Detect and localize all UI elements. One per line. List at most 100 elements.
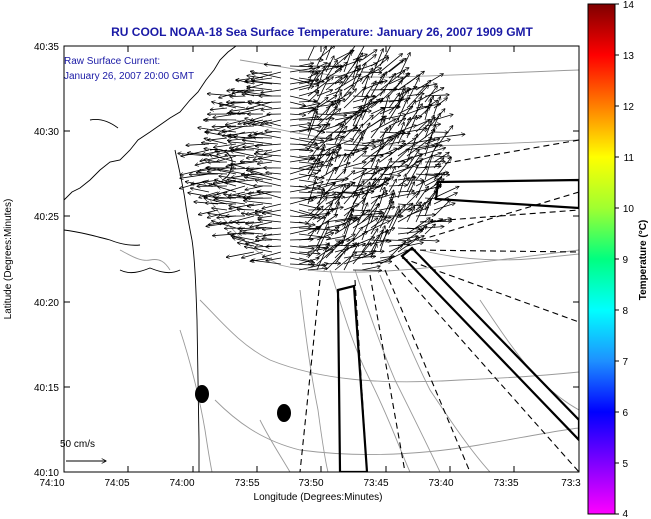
current-vector [325, 251, 345, 271]
current-vector [316, 137, 343, 145]
current-vector [424, 129, 434, 157]
current-vector [307, 124, 325, 151]
current-vector [214, 143, 237, 147]
current-vector [361, 90, 385, 109]
coastline [64, 46, 237, 472]
coverage-mask-polygons [336, 178, 579, 472]
y-axis-tick-labels: 40:35 40:30 40:25 40:20 40:15 40:10 [34, 42, 59, 479]
current-vector [222, 131, 237, 132]
x-tick-label: 73:50 [298, 478, 323, 489]
current-vector [352, 217, 370, 229]
current-vector [249, 170, 264, 175]
current-vector [352, 167, 378, 181]
current-vector [397, 237, 420, 253]
current-vector [307, 197, 327, 217]
current-vector [256, 150, 273, 152]
current-vector [307, 147, 318, 163]
current-vector [228, 197, 246, 198]
current-vector [262, 239, 282, 241]
current-vector [298, 209, 325, 218]
current-vector [219, 176, 246, 181]
current-vector [379, 250, 408, 265]
current-vector [264, 121, 282, 127]
y-tick-label: 40:25 [34, 212, 59, 223]
current-vector [316, 96, 337, 109]
current-vector [266, 257, 282, 261]
current-vector [361, 50, 377, 61]
current-vector [361, 146, 384, 163]
current-vector [316, 233, 334, 241]
current-vector [225, 119, 246, 125]
current-vector [316, 100, 336, 121]
current-vector [361, 218, 378, 229]
current-vector [245, 177, 264, 181]
current-vector [307, 71, 321, 79]
current-vector [352, 63, 366, 91]
current-vector [424, 95, 449, 96]
current-vector [352, 185, 376, 193]
colorbar-tick-label: 9 [622, 255, 628, 266]
current-vector [289, 114, 306, 115]
current-vector [388, 241, 406, 259]
current-vector [224, 179, 255, 183]
current-vector [258, 220, 282, 223]
current-vector [397, 53, 410, 79]
current-vector [406, 161, 421, 187]
current-vector [370, 230, 383, 253]
current-vector [343, 143, 376, 146]
current-vector [343, 214, 352, 241]
current-vector [325, 102, 333, 115]
current-vector [334, 218, 356, 229]
current-vector [433, 97, 440, 115]
current-vector [379, 71, 405, 91]
current-vector [343, 89, 356, 103]
current-vector [424, 86, 437, 103]
x-tick-label: 74:00 [169, 478, 194, 489]
current-vector [370, 58, 389, 73]
current-vector [262, 228, 282, 229]
current-vector [307, 248, 326, 253]
current-vector [204, 138, 228, 145]
buoy-marker-1 [195, 385, 209, 403]
current-vector [225, 155, 246, 156]
current-vector [397, 157, 412, 169]
current-vector [255, 143, 282, 146]
current-vector [316, 46, 335, 61]
current-vector [289, 167, 313, 175]
current-vector [298, 258, 319, 265]
current-vector [406, 154, 421, 175]
current-vector [266, 173, 282, 175]
current-vector [433, 200, 451, 217]
current-vector [316, 46, 326, 67]
current-vector [361, 158, 374, 169]
current-vector [231, 149, 255, 150]
current-vector [415, 121, 432, 139]
current-vector [307, 97, 328, 115]
current-vector [370, 235, 380, 247]
current-vector [180, 173, 210, 178]
current-vector [247, 87, 273, 91]
current-vector [388, 78, 403, 85]
current-vector [361, 117, 385, 133]
current-vector [361, 180, 380, 199]
current-vector [433, 186, 459, 199]
current-vector [289, 83, 319, 91]
current-vector [264, 64, 282, 66]
current-vector [325, 227, 339, 235]
colorbar-tick-label: 13 [623, 51, 635, 62]
current-vector [397, 236, 418, 241]
current-vector [298, 161, 323, 165]
current-vector [247, 203, 264, 206]
current-vector [406, 243, 423, 247]
current-vector [205, 203, 237, 204]
current-vector [343, 162, 366, 169]
current-vector [370, 74, 384, 97]
current-vector [218, 187, 237, 193]
current-vector [289, 226, 311, 229]
current-vector [406, 150, 419, 169]
current-vector [298, 86, 314, 91]
current-vector [415, 166, 427, 181]
current-vector [247, 76, 264, 79]
current-vector [250, 71, 282, 79]
current-vector [343, 232, 368, 247]
